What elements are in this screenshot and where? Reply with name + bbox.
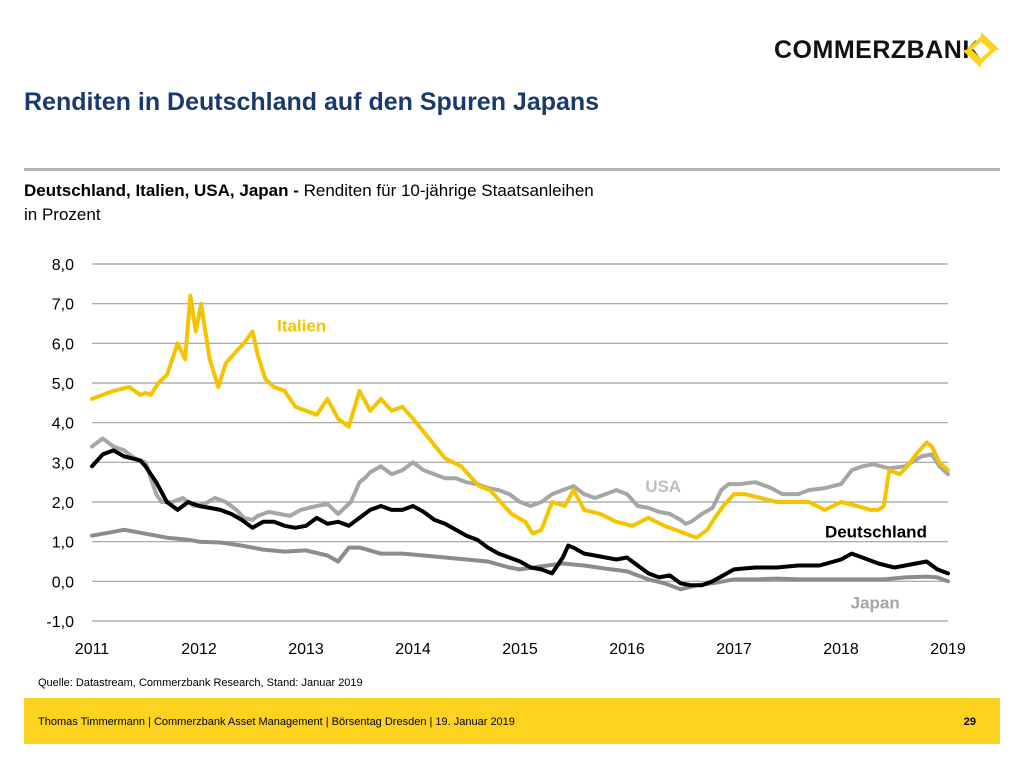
y-tick-label: 4,0 (52, 416, 74, 433)
series-line-deutschland (90, 448, 950, 588)
series-line-japan (90, 527, 950, 592)
title-divider (24, 168, 1000, 171)
x-tick-label: 2012 (181, 641, 217, 658)
series-label-italien: Italien (277, 316, 326, 335)
y-tick-label: 6,0 (52, 336, 74, 353)
series-labels: Italien USA Deutschland Japan (277, 316, 927, 612)
x-tick-label: 2015 (502, 641, 538, 658)
chart-unit: in Prozent (24, 205, 101, 224)
x-axis: 2011 2012 2013 2014 2015 2016 2017 2018 2019 (75, 641, 966, 658)
source-note: Quelle: Datastream, Commerzbank Research… (38, 677, 363, 689)
x-tick-label: 2014 (395, 641, 431, 658)
brand-name: COMMERZBANK (774, 36, 981, 64)
y-tick-label: 2,0 (52, 495, 74, 512)
x-tick-label: 2018 (823, 641, 859, 658)
x-tick-label: 2017 (716, 641, 752, 658)
y-tick-label: -1,0 (46, 614, 74, 631)
y-axis: 8,0 7,0 6,0 5,0 4,0 3,0 2,0 1,0 0,0 -1,0 (46, 257, 74, 631)
x-tick-label: 2019 (930, 641, 966, 658)
series-line-italien (90, 293, 950, 540)
footer-text: Thomas Timmermann | Commerzbank Asset Ma… (38, 716, 515, 728)
commerzbank-logo: COMMERZBANK (768, 30, 1008, 70)
commerzbank-ribbon-icon (962, 32, 1000, 68)
subtitle-countries: Deutschland, Italien, USA, Japan - (24, 181, 299, 200)
series-label-japan: Japan (851, 593, 900, 612)
y-tick-label: 0,0 (52, 574, 74, 591)
y-tick-label: 8,0 (52, 257, 74, 274)
series-label-usa: USA (645, 477, 681, 496)
chart-series (90, 293, 950, 592)
yield-line-chart: 8,0 7,0 6,0 5,0 4,0 3,0 2,0 1,0 0,0 -1,0 2011 2012… (46, 257, 966, 658)
series-label-deutschland: Deutschland (825, 523, 927, 542)
series-line-usa (90, 436, 950, 526)
x-tick-label: 2016 (609, 641, 645, 658)
chart-subtitle: Deutschland, Italien, USA, Japan - Rendi… (24, 181, 594, 201)
y-tick-label: 7,0 (52, 297, 74, 314)
y-tick-label: 1,0 (52, 535, 74, 552)
subtitle-measure: Renditen für 10-jährige Staatsanleihen (298, 181, 594, 200)
y-tick-label: 5,0 (52, 376, 74, 393)
page-title: Renditen in Deutschland auf den Spuren J… (24, 88, 600, 116)
y-tick-label: 3,0 (52, 455, 74, 472)
footer-bar: Thomas Timmermann | Commerzbank Asset Ma… (24, 698, 1000, 744)
page-number: 29 (963, 716, 976, 728)
x-tick-label: 2013 (288, 641, 324, 658)
x-tick-label: 2011 (75, 641, 110, 658)
